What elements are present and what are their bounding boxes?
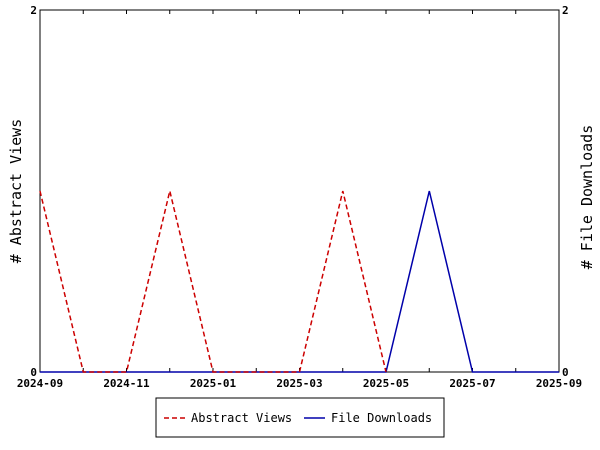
legend-label-file-downloads: File Downloads (331, 411, 432, 425)
x-tick-label: 2025-01 (190, 377, 237, 390)
legend: Abstract Views File Downloads (155, 397, 445, 438)
y2-tick-label: 2 (562, 4, 569, 17)
x-tick-label: 2025-07 (449, 377, 495, 390)
y-tick-label: 2 (30, 4, 37, 17)
x-tick-label: 2024-11 (103, 377, 150, 390)
plot-area (39, 9, 560, 373)
y2-tick-label: 0 (562, 366, 569, 379)
series-line-abstract-views (39, 190, 387, 373)
y-tick-label: 0 (30, 366, 37, 379)
x-tick-label: 2025-09 (536, 377, 582, 390)
x-tick-label: 2025-05 (363, 377, 409, 390)
legend-label-abstract-views: Abstract Views (191, 411, 292, 425)
y-axis-title: # Abstract Views (7, 119, 25, 264)
x-tick-label: 2025-03 (276, 377, 322, 390)
series-layer (39, 190, 559, 373)
y2-axis-title: # File Downloads (578, 125, 596, 270)
plot-frame (39, 9, 560, 373)
legend-box (155, 397, 445, 438)
x-tick-label: 2024-09 (17, 377, 63, 390)
series-line-file-downloads (40, 190, 559, 373)
